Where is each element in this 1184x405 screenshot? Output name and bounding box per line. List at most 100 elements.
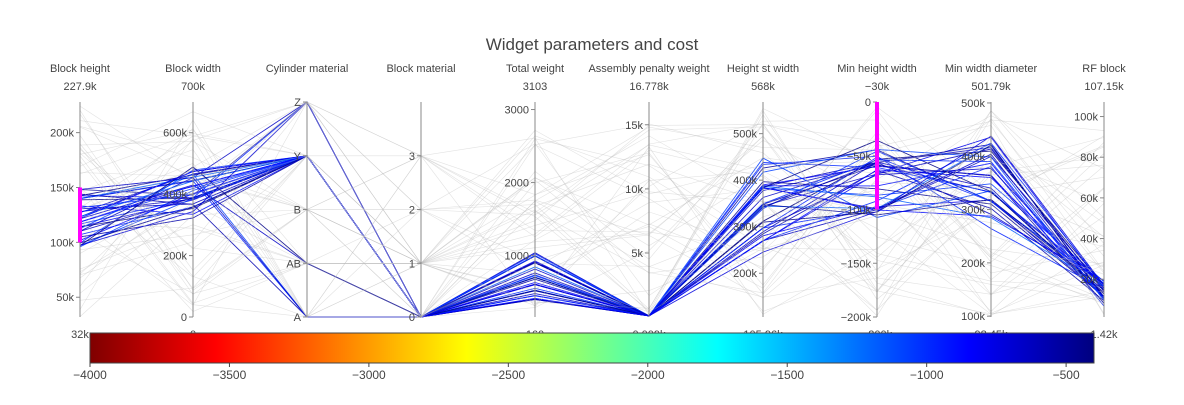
colorbar-tick-label: −2500 [491,368,525,382]
axis-tick-label: 200k [163,251,187,263]
colorbar-tick-label: −3500 [213,368,247,382]
axis-label: Assembly penalty weight [588,63,709,75]
axis-label: Min height width [837,63,917,75]
data-line [79,143,1105,318]
axis-tick-label: 400k [163,189,187,201]
axis-tick-label: 300k [733,222,757,234]
data-line [79,139,1105,318]
data-line [79,101,1105,315]
axis-tick-label: 0 [181,312,187,324]
data-line [79,135,1105,317]
colorbar-tick-label: −3000 [352,368,386,382]
data-line [79,178,1105,318]
data-line [79,155,1105,318]
axis-label: Cylinder material [266,63,349,75]
axis[interactable]: RF block 107.15k 1.42k 20k 40k 60k 80k 100k [1074,63,1126,341]
axis-tick-label: 1 [409,258,415,270]
axis-label: RF block [1082,63,1126,75]
axis[interactable]: Height st width568k105.96k200k300k400k50… [727,63,799,341]
data-line [79,126,1105,274]
axis-tick-label: 200k [50,128,74,140]
axis-tick-label: 3000 [505,105,529,117]
data-line [79,146,1105,311]
axis-range-max: −30k [865,81,890,93]
data-line [79,161,1105,318]
data-line [79,101,1105,316]
axis-tick-label: 20k [1080,274,1098,286]
data-line [79,155,1105,318]
data-line [79,124,1105,318]
data-line [79,110,1105,318]
data-line [79,135,1105,315]
axis-constraint-range[interactable] [78,187,82,243]
axis-tick-label: 200k [961,258,985,270]
data-line [79,101,1105,295]
data-line [79,126,1105,301]
data-line [79,101,1105,264]
data-line [79,135,1105,292]
axis-range-max: 16.778k [629,81,669,93]
data-line [79,155,1105,318]
colorbar-tick-label: −2000 [631,368,665,382]
colorbar-gradient [89,332,1095,364]
axis-range-min: 32k [71,329,89,341]
data-line [79,131,1105,289]
axis-tick-label: 0 [409,312,415,324]
axis-tick-label: B [294,205,301,217]
axis[interactable]: Block width700k00200k400k600k [163,63,221,341]
axis-tick-label: 10k [625,184,643,196]
data-line [79,149,1105,318]
data-line [79,144,1105,318]
colorbar-tick-label: −500 [1053,368,1080,382]
data-line [79,135,1105,318]
data-line [79,101,1105,318]
data-line [79,122,1105,309]
data-line [79,129,1105,290]
axis-tick-label: 200k [733,268,757,280]
data-line [79,155,1105,315]
data-line [79,117,1105,293]
axis-tick-label: 500k [733,129,757,141]
data-line [79,101,1105,306]
data-line [79,101,1105,318]
axis-tick-label: −200k [841,312,872,324]
data-line [79,155,1105,304]
axis[interactable]: Min height width −30k −200k 0 −50k −100k −150k… [837,63,917,341]
colorbar-tick-label: −1500 [770,368,804,382]
data-line [79,119,1105,318]
axis-range-max: 3103 [523,81,547,93]
axis[interactable]: Cylinder material A AB B Y Z [266,63,349,324]
data-line [79,114,1105,317]
axis-range-max: 568k [751,81,775,93]
data-line [79,155,1105,318]
axis-tick-label: 400k [733,175,757,187]
axis-tick-label: AB [286,258,301,270]
axis-tick-label: 500k [961,98,985,110]
axis-label: Min width diameter [945,63,1038,75]
data-line [79,109,1105,305]
axis-tick-label: 300k [961,205,985,217]
axis-tick-label: Z [294,97,301,109]
data-line [79,169,1105,318]
axis-tick-label: −50k [847,151,872,163]
data-line [79,150,1105,318]
axis-constraint-range[interactable] [875,102,879,210]
axis-label: Height st width [727,63,799,75]
data-line [79,120,1105,318]
axis-tick-label: 400k [961,151,985,163]
axis[interactable]: Block height 227.9k 32k 50k 100k 150k 200k [50,63,110,341]
colorbar: −4000 −3500 −3000 −2500 −2000 −1500 −1000 −500 [73,332,1095,382]
axis-label: Block material [386,63,455,75]
axis-range-max: 700k [181,81,205,93]
data-line [79,101,1105,314]
chart-title: Widget parameters and cost [486,35,699,54]
axis-tick-label: −100k [841,205,872,217]
axis-tick-label: 2000 [505,178,529,190]
axis-tick-label: 100k [1074,112,1098,124]
colorbar-tick-label: −1000 [910,368,944,382]
axis[interactable]: Block material 0 1 2 3 [386,63,455,324]
axis-tick-label: 0 [865,97,871,109]
